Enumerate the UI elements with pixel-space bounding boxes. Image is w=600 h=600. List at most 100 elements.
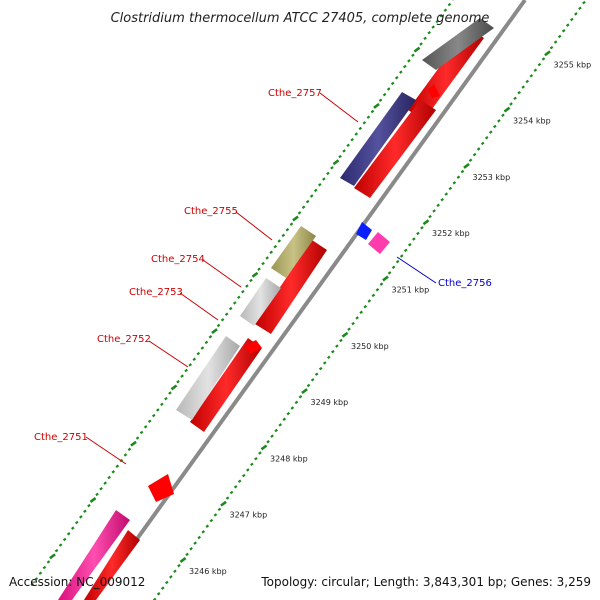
tick-row-inner [30, 0, 454, 587]
gene-pink-small [368, 232, 390, 254]
accession-label: Accession: NC_009012 [9, 575, 145, 589]
map-title: Clostridium thermocellum ATCC 27405, com… [111, 11, 490, 26]
tick-mark [241, 289, 245, 294]
tick-mark [382, 275, 389, 282]
tick-mark [99, 487, 103, 491]
tick-mark [350, 137, 354, 142]
tick-mark [277, 239, 282, 243]
tick-mark [111, 470, 116, 474]
tick-mark [497, 119, 501, 123]
leader-line [319, 92, 359, 123]
gene-labels: Cthe_2757 Cthe_2755 Cthe_2754 Cthe_2753 … [34, 88, 492, 465]
leader-line [179, 292, 219, 321]
tick-mark [54, 548, 59, 553]
tick-mark [416, 231, 420, 236]
gene-label-cthe-2757: Cthe_2757 [268, 88, 322, 99]
tick-mark [468, 158, 473, 162]
tick-mark [224, 312, 229, 316]
leader-line [396, 256, 437, 284]
tick-mark [378, 98, 383, 102]
tick-mark [225, 496, 230, 500]
tick-label: 3248 kbp [270, 454, 308, 463]
tick-mark [339, 338, 343, 343]
gene-forward [255, 240, 327, 334]
tick-mark [570, 17, 574, 22]
tick-mark [173, 569, 177, 573]
gene-pink [58, 510, 130, 600]
tick-mark [184, 368, 188, 373]
reverse-genes [58, 18, 494, 600]
tick-mark [537, 62, 542, 67]
gene-forward [354, 100, 436, 198]
tick-label: 3254 kbp [513, 117, 551, 126]
gene-forward [190, 338, 262, 432]
tick-mark [297, 211, 302, 215]
tick-mark [447, 2, 452, 7]
tick-label: 3253 kbp [473, 173, 511, 182]
tick-mark [217, 507, 222, 512]
leader-line [148, 340, 189, 368]
gene-forward [148, 474, 174, 502]
tick-mark [176, 380, 180, 384]
tick-mark [309, 194, 314, 198]
tick-mark [412, 237, 416, 241]
tick-mark [38, 571, 43, 575]
tick-label: 3250 kbp [351, 342, 389, 351]
tick-mark [260, 444, 268, 451]
tick-mark [408, 243, 412, 247]
tick-mark [549, 45, 554, 50]
tick-mark [428, 214, 432, 219]
tick-mark [209, 518, 214, 523]
tick-mark [326, 171, 330, 176]
tick-mark [292, 215, 299, 222]
tick-mark [440, 197, 444, 202]
tick-mark [480, 141, 485, 146]
tick-mark [135, 436, 140, 440]
tick-mark [66, 532, 71, 536]
tick-label: 3247 kbp [230, 511, 268, 520]
tick-mark [501, 113, 505, 117]
tick-mark [436, 203, 440, 208]
tick-mark [246, 468, 250, 472]
tick-mark [553, 40, 558, 44]
tick-mark [525, 79, 530, 84]
tick-mark [83, 509, 87, 513]
tick-mark [185, 552, 189, 557]
tick-mark [493, 124, 497, 129]
tick-mark [270, 434, 274, 438]
tick-mark [180, 374, 184, 378]
tick-mark [79, 515, 83, 519]
tick-mark [382, 92, 387, 97]
tick-mark [281, 233, 286, 238]
tick-mark [168, 391, 172, 395]
tick-mark [476, 147, 481, 151]
tick-mark [245, 284, 249, 288]
tick-mark [156, 408, 160, 412]
tick-mark [431, 25, 435, 29]
tick-mark [34, 577, 39, 581]
tick-mark [313, 188, 318, 193]
tick-mark [338, 154, 342, 159]
tick-mark [399, 70, 403, 74]
tick-label: 3246 kbp [189, 567, 227, 576]
leader-line [85, 436, 127, 465]
tick-mark [237, 479, 242, 483]
tick-mark [196, 351, 201, 356]
genome-backbone [91, 0, 527, 600]
leader-line [235, 211, 273, 241]
tick-mark [204, 340, 209, 345]
tick-mark [197, 535, 201, 540]
tick-mark [213, 513, 218, 517]
tick-mark [237, 295, 241, 300]
tick-label: 3251 kbp [392, 286, 430, 295]
tick-mark [143, 425, 148, 429]
tick-mark [362, 121, 367, 125]
tick-mark [314, 372, 319, 376]
tick-mark [310, 378, 315, 382]
tick-mark [358, 126, 363, 131]
tick-mark [189, 547, 193, 551]
tick-mark [301, 388, 308, 395]
tick-mark [460, 169, 465, 174]
tick-mark [366, 115, 371, 119]
tick-mark [432, 209, 436, 213]
